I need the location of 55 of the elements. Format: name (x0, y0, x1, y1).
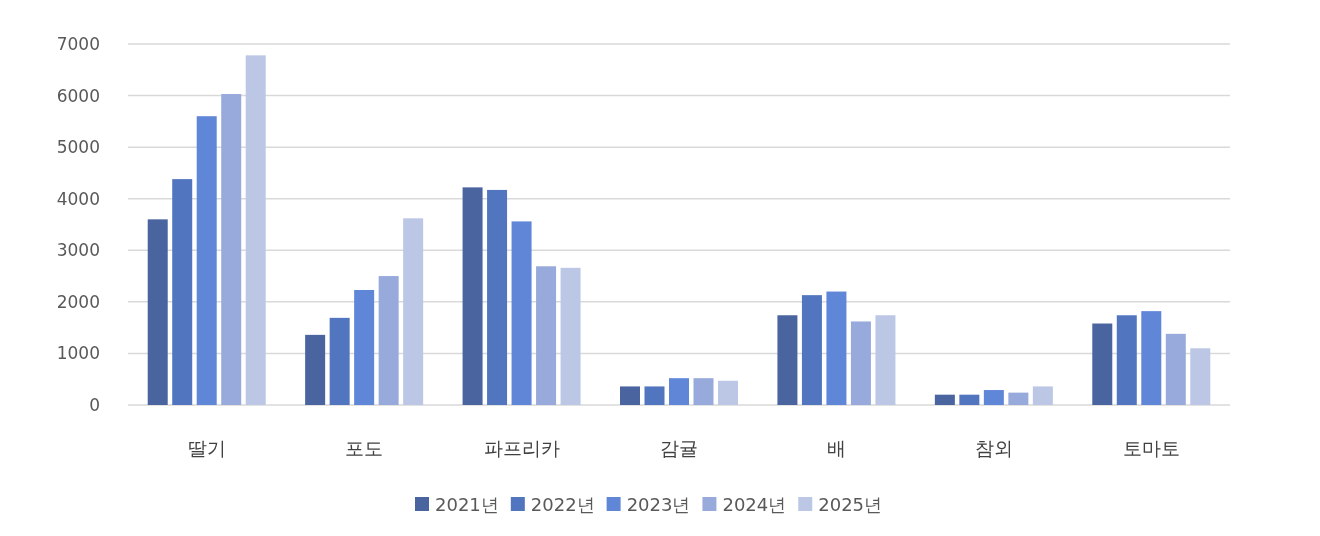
legend-label: 2025년 (818, 494, 883, 515)
bar (221, 94, 242, 405)
y-tick-label: 0 (89, 395, 100, 415)
bar (1141, 311, 1162, 405)
x-tick-label: 배 (826, 437, 846, 459)
bar (354, 290, 375, 405)
legend-label: 2023년 (626, 494, 691, 515)
bar (934, 394, 955, 405)
bar (1092, 323, 1113, 405)
bar (801, 295, 822, 405)
bar (669, 378, 689, 405)
bar (1032, 386, 1053, 405)
bar (487, 189, 508, 405)
y-tick-label: 6000 (56, 85, 100, 106)
bar (378, 276, 399, 405)
bar (245, 55, 266, 405)
y-tick-label: 7000 (56, 34, 100, 54)
y-tick-label: 4000 (56, 188, 100, 209)
bar (1165, 333, 1186, 405)
x-tick-label: 파프리카 (483, 437, 560, 459)
bar (1116, 315, 1137, 405)
bar (620, 386, 640, 405)
bar (644, 386, 665, 405)
legend-label: 2022년 (530, 494, 595, 515)
bar (1190, 348, 1211, 405)
bar (462, 187, 483, 405)
x-tick-label: 참외 (974, 437, 1013, 459)
y-tick-label: 2000 (56, 291, 100, 312)
bar (147, 219, 168, 405)
x-tick-label: 토마토 (1122, 437, 1180, 459)
x-tick-label: 딸기 (187, 437, 226, 459)
bar (511, 221, 532, 405)
y-tick-label: 1000 (56, 343, 100, 364)
bar (826, 291, 847, 405)
bar (777, 315, 798, 405)
legend-label: 2024년 (722, 494, 787, 515)
bar (875, 315, 896, 405)
bar (196, 116, 217, 405)
bar (693, 378, 714, 405)
bar (1008, 392, 1029, 405)
x-tick-label: 포도 (345, 437, 384, 459)
bar (850, 321, 871, 405)
y-tick-label: 3000 (56, 240, 100, 261)
legend-label: 2021년 (435, 494, 499, 515)
bar (718, 380, 738, 405)
bar (305, 334, 326, 405)
bar (560, 267, 581, 405)
bar (536, 266, 557, 405)
bar (329, 317, 350, 405)
bar (959, 394, 980, 405)
y-tick-label: 5000 (56, 137, 100, 158)
x-tick-label: 감귤 (660, 437, 698, 459)
bar (172, 179, 193, 405)
bar (983, 390, 1004, 405)
bar (403, 218, 424, 405)
